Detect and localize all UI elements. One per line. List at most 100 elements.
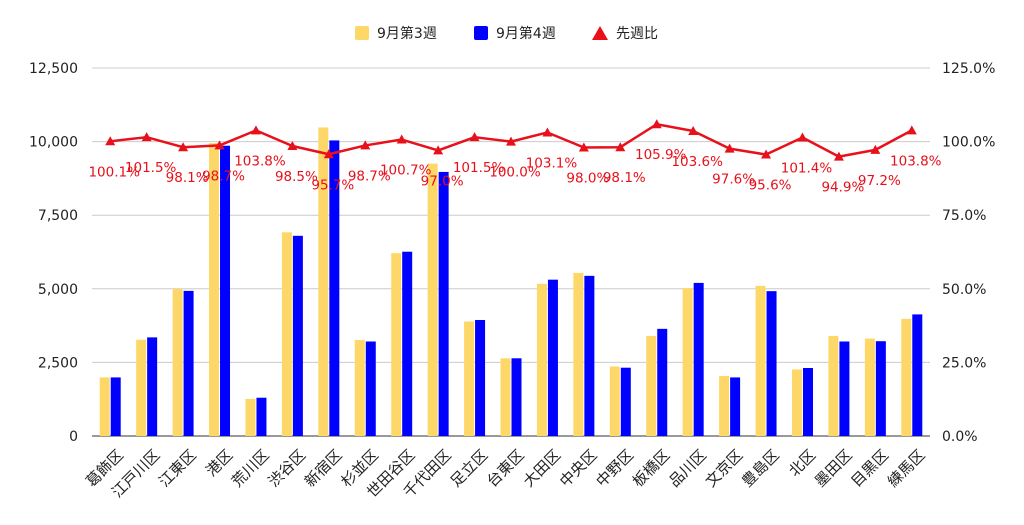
ratio-point-marker xyxy=(214,140,225,150)
ratio-data-label: 98.1% xyxy=(603,170,646,186)
y-right-tick-label: 0.0% xyxy=(942,429,978,445)
ratio-data-label: 100.0% xyxy=(489,165,541,181)
ratio-data-label: 94.9% xyxy=(821,180,864,196)
bar-week4 xyxy=(329,140,340,436)
x-tick-label: 品川区 xyxy=(665,446,710,491)
ratio-point-marker xyxy=(797,132,808,142)
bar-week4 xyxy=(693,282,704,436)
bar-week3 xyxy=(354,340,365,436)
ratio-data-label: 103.8% xyxy=(234,153,286,169)
ratio-point-marker xyxy=(469,132,480,142)
y-axis-left: 0 2,500 5,000 7,500 10,000 12,500 xyxy=(29,61,78,445)
y-left-tick-label: 10,000 xyxy=(29,135,78,151)
ratio-point-marker xyxy=(833,151,844,161)
ratio-data-label: 97.6% xyxy=(712,172,755,188)
bar-week3 xyxy=(209,143,220,436)
y-right-tick-label: 125.0% xyxy=(942,61,995,77)
ratio-data-label: 97.2% xyxy=(858,173,901,189)
ratio-data-label: 101.5% xyxy=(453,160,505,176)
bar-week4 xyxy=(875,341,886,436)
legend-triangle-icon xyxy=(592,26,608,40)
bar-week3 xyxy=(427,163,438,436)
bar-week3 xyxy=(536,283,547,436)
ratio-point-marker xyxy=(360,140,371,150)
ratio-point-marker xyxy=(287,141,298,151)
bar-week4 xyxy=(256,397,267,436)
legend: 9月第3週 9月第4週 先週比 xyxy=(355,25,658,42)
ratio-point-marker xyxy=(870,144,881,154)
bar-week4 xyxy=(292,235,303,436)
bar-week4 xyxy=(147,337,158,436)
ratio-point-marker xyxy=(724,143,735,153)
y-left-tick-label: 12,500 xyxy=(29,61,78,77)
x-tick-label: 中野区 xyxy=(592,446,637,491)
bar-week3 xyxy=(901,318,912,436)
ratio-point-marker xyxy=(651,119,662,129)
bar-week4 xyxy=(766,291,777,436)
y-left-tick-label: 5,000 xyxy=(38,282,78,298)
ratio-data-label: 98.7% xyxy=(348,168,391,184)
ratio-point-marker xyxy=(578,142,589,152)
bar-week4 xyxy=(657,328,668,436)
ratio-data-label: 100.1% xyxy=(88,164,140,180)
ratio-point-marker xyxy=(615,142,626,152)
bar-week3 xyxy=(755,285,766,436)
x-tick-label: 渋谷区 xyxy=(265,446,310,491)
ratio-labels: 100.1%101.5%98.1%98.7%103.8%98.5%95.7%98… xyxy=(88,147,941,195)
bar-week3 xyxy=(609,366,620,436)
ratio-point-marker xyxy=(178,142,189,152)
legend-label-ratio: 先週比 xyxy=(616,26,658,42)
y-right-tick-label: 25.0% xyxy=(942,355,986,371)
ratio-data-label: 103.1% xyxy=(526,155,578,171)
x-tick-label: 練馬区 xyxy=(884,446,929,491)
ratio-data-label: 98.5% xyxy=(275,169,318,185)
x-tick-label: 江東区 xyxy=(155,446,200,491)
bar-week4 xyxy=(839,341,850,436)
bar-week3 xyxy=(573,272,584,436)
bar-week4 xyxy=(912,314,923,436)
ratio-point-marker xyxy=(323,149,334,159)
bars xyxy=(99,127,923,436)
ratio-data-label: 103.6% xyxy=(671,154,723,170)
bar-week4 xyxy=(402,251,413,436)
ratio-data-label: 95.7% xyxy=(311,177,354,193)
bar-week4 xyxy=(511,358,522,436)
bar-week3 xyxy=(864,338,875,436)
x-tick-label: 荒川区 xyxy=(228,446,273,491)
ratio-data-label: 100.7% xyxy=(380,163,432,179)
ratio-point-marker xyxy=(250,125,261,135)
bar-week3 xyxy=(99,377,110,436)
bar-week3 xyxy=(464,321,475,436)
ratio-point-marker xyxy=(396,134,407,144)
x-tick-label: 文京区 xyxy=(702,446,747,491)
ratio-point-marker xyxy=(688,126,699,136)
x-tick-label: 板橋区 xyxy=(629,446,674,491)
ratio-data-label: 98.0% xyxy=(566,170,609,186)
ratio-point-marker xyxy=(542,127,553,137)
bar-week3 xyxy=(391,253,402,436)
bar-week3 xyxy=(646,335,657,436)
y-left-tick-label: 7,500 xyxy=(38,208,78,224)
bar-week4 xyxy=(438,171,449,436)
ratio-line xyxy=(105,119,917,161)
bar-week3 xyxy=(791,369,802,436)
x-tick-label: 目黒区 xyxy=(848,446,893,491)
y-right-tick-label: 50.0% xyxy=(942,282,986,298)
bar-week4 xyxy=(365,341,376,436)
bar-week4 xyxy=(620,367,631,436)
bar-week4 xyxy=(475,320,486,436)
ratio-data-label: 101.4% xyxy=(781,160,833,176)
x-tick-label: 大田区 xyxy=(520,446,565,491)
legend-label-week3: 9月第3週 xyxy=(377,25,437,42)
bar-week3 xyxy=(500,358,511,436)
y-axis-right: 0.0% 25.0% 50.0% 75.0% 100.0% 125.0% xyxy=(942,61,995,445)
bar-week4 xyxy=(802,367,813,436)
ratio-data-label: 98.7% xyxy=(202,168,245,184)
y-right-tick-label: 100.0% xyxy=(942,135,995,151)
legend-swatch-week4 xyxy=(474,26,488,40)
bar-week3 xyxy=(719,375,730,436)
ratio-point-marker xyxy=(506,136,516,146)
x-tick-label: 墨田区 xyxy=(811,446,856,491)
